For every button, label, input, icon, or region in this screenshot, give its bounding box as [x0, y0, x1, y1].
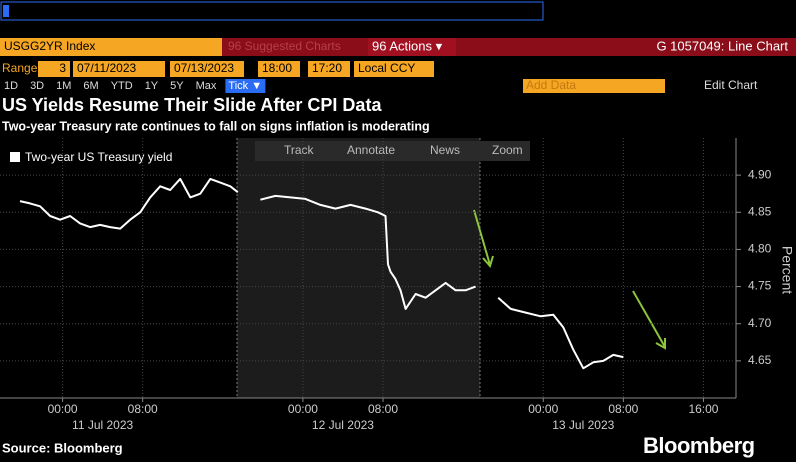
x-tick-label: 08:00 — [608, 402, 638, 416]
series-line — [19, 177, 624, 370]
y-tick-label: 4.80 — [748, 242, 772, 256]
x-tick-label: 00:00 — [288, 402, 318, 416]
period-button[interactable]: 1M — [56, 80, 71, 92]
command-line[interactable] — [0, 1, 544, 21]
x-day-label: 13 Jul 2023 — [552, 418, 614, 432]
actions-button[interactable] — [368, 38, 456, 56]
period-button[interactable]: 6M — [83, 80, 98, 92]
y-tick-label: 4.85 — [748, 204, 772, 218]
start-date: 07/11/2023 — [77, 61, 136, 75]
x-tick-label: 08:00 — [368, 402, 398, 416]
end-date-box[interactable] — [170, 61, 244, 77]
chart-tool[interactable]: Track — [284, 143, 315, 157]
range-n-box[interactable] — [38, 61, 70, 77]
security-box[interactable] — [0, 38, 222, 56]
x-tick-label: 08:00 — [128, 402, 158, 416]
add-data: Add Data — [526, 78, 576, 92]
period-button[interactable]: 1Y — [145, 80, 159, 92]
function: G 1057049: Line Chart — [656, 38, 788, 53]
suggested[interactable]: 96 Suggested Charts — [228, 39, 341, 53]
x-day-label: 12 Jul 2023 — [312, 418, 374, 432]
start-time: 18:00 — [262, 61, 292, 75]
y-tick-label: 4.90 — [748, 167, 772, 181]
range-n: 3 — [59, 61, 66, 75]
end-date: 07/13/2023 — [174, 61, 234, 75]
chart-subtitle: Two-year Treasury rate continues to fall… — [2, 119, 430, 133]
end-time: 17:20 — [312, 61, 342, 75]
period-button[interactable]: YTD — [111, 80, 133, 92]
chart-tool[interactable]: Annotate — [347, 143, 395, 157]
y-tick-label: 4.70 — [748, 316, 772, 330]
chart-tool[interactable]: Zoom — [492, 143, 523, 157]
period-button[interactable]: 3D — [30, 80, 44, 92]
y-axis-label: Percent — [779, 246, 795, 294]
start-date-box[interactable] — [73, 61, 165, 77]
range-label: Range — [2, 61, 38, 75]
x-tick-label: 00:00 — [528, 402, 558, 416]
x-tick-label: 00:00 — [48, 402, 78, 416]
period-button[interactable]: Max — [196, 80, 217, 92]
security: USGG2YR Index — [4, 39, 95, 53]
y-tick-label: 4.75 — [748, 279, 772, 293]
actions[interactable]: 96 Actions ▾ — [372, 38, 443, 53]
chart-tool[interactable]: News — [430, 143, 460, 157]
edit-chart[interactable]: Edit Chart — [704, 78, 758, 92]
y-tick-label: 4.65 — [748, 353, 772, 367]
end-time-box[interactable] — [308, 61, 350, 77]
tick-button[interactable]: Tick ▼ — [228, 80, 262, 92]
currency: Local CCY — [358, 61, 415, 75]
add-data-box[interactable] — [523, 79, 665, 93]
chart-toolbar — [255, 141, 530, 161]
menu-bar — [222, 38, 796, 56]
brand: Bloomberg — [643, 433, 755, 458]
chart-title: US Yields Resume Their Slide After CPI D… — [2, 95, 382, 115]
legend-swatch — [10, 152, 20, 162]
cursor — [3, 5, 9, 17]
session-shade — [237, 138, 480, 398]
tick-button-bg — [225, 79, 266, 93]
legend-label: Two-year US Treasury yield — [25, 150, 172, 164]
arrow — [632, 290, 666, 350]
currency-box[interactable] — [354, 61, 434, 77]
source: Source: Bloomberg — [2, 440, 123, 455]
start-time-box[interactable] — [258, 61, 300, 77]
x-day-label: 11 Jul 2023 — [72, 418, 133, 432]
period-button[interactable]: 1D — [4, 80, 18, 92]
period-button[interactable]: 5Y — [170, 80, 184, 92]
x-tick-label: 16:00 — [688, 402, 718, 416]
arrow — [473, 209, 494, 269]
